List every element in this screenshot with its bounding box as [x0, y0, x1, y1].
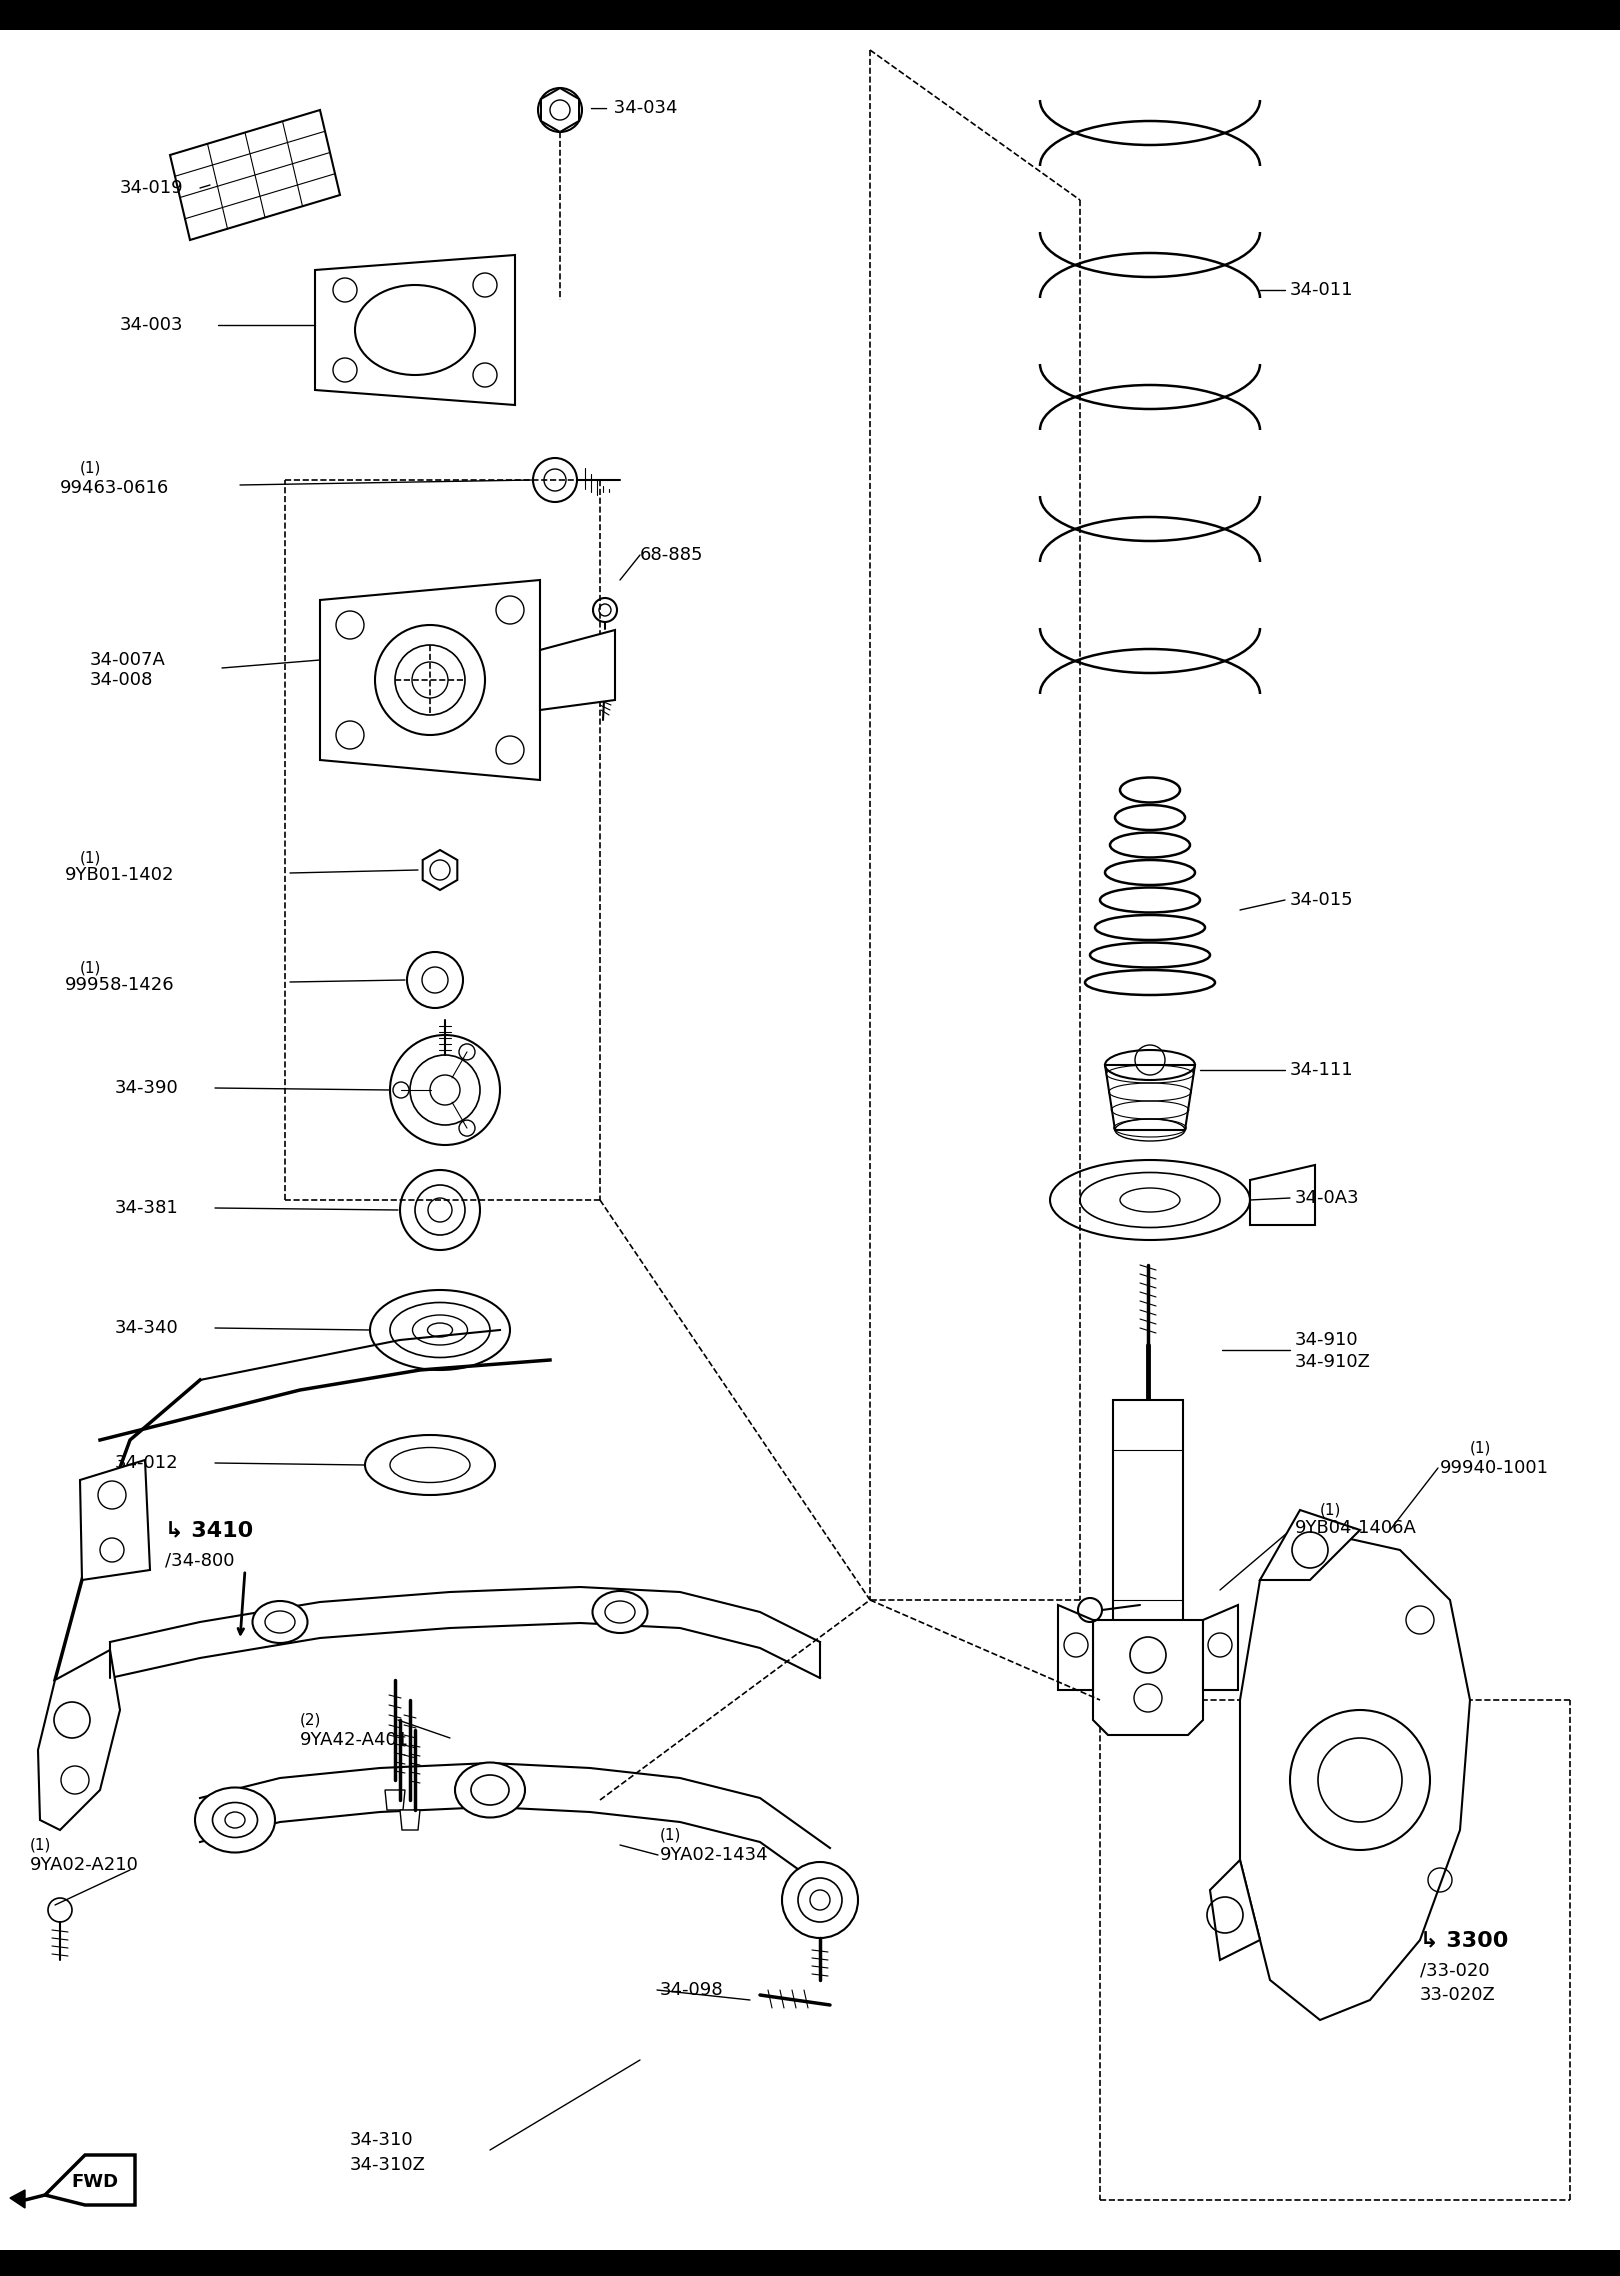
Text: 34-008: 34-008	[91, 671, 154, 690]
Polygon shape	[423, 849, 457, 890]
Polygon shape	[321, 580, 539, 781]
Text: 9YB04-1406A: 9YB04-1406A	[1294, 1518, 1418, 1536]
Text: 34-098: 34-098	[659, 1980, 724, 1998]
Bar	[0, 0, 1620, 30]
Polygon shape	[1260, 1509, 1361, 1580]
Text: — 34-034: — 34-034	[590, 98, 677, 116]
Text: 99463-0616: 99463-0616	[60, 478, 168, 496]
Polygon shape	[1210, 1859, 1260, 1960]
Polygon shape	[314, 255, 515, 405]
Polygon shape	[1094, 1621, 1204, 1734]
Text: (1): (1)	[79, 460, 102, 476]
Text: 68-885: 68-885	[640, 546, 703, 564]
Polygon shape	[1105, 1065, 1196, 1129]
Polygon shape	[539, 630, 616, 710]
Text: 99940-1001: 99940-1001	[1440, 1459, 1549, 1477]
Text: /34-800: /34-800	[165, 1550, 235, 1568]
Ellipse shape	[253, 1600, 308, 1643]
Text: 9YA02-1434: 9YA02-1434	[659, 1846, 768, 1864]
Text: ↳ 3410: ↳ 3410	[165, 1520, 253, 1541]
Polygon shape	[1251, 1165, 1315, 1224]
Text: 9YB01-1402: 9YB01-1402	[65, 865, 175, 883]
Text: 34-0A3: 34-0A3	[1294, 1188, 1359, 1206]
Text: (1): (1)	[79, 960, 102, 976]
Text: 99958-1426: 99958-1426	[65, 976, 175, 995]
Text: (1): (1)	[31, 1837, 52, 1853]
Polygon shape	[1239, 1529, 1469, 2021]
Text: 34-910Z: 34-910Z	[1294, 1352, 1371, 1370]
Polygon shape	[10, 2190, 24, 2208]
Text: 34-310Z: 34-310Z	[350, 2155, 426, 2174]
Text: 34-111: 34-111	[1290, 1061, 1354, 1079]
Text: (1): (1)	[1469, 1441, 1492, 1454]
Text: (1): (1)	[659, 1828, 682, 1844]
Text: 34-340: 34-340	[115, 1320, 178, 1336]
Text: (1): (1)	[79, 851, 102, 865]
Text: FWD: FWD	[71, 2174, 118, 2192]
Polygon shape	[1058, 1605, 1094, 1691]
Circle shape	[782, 1862, 859, 1937]
Polygon shape	[1204, 1605, 1238, 1691]
Text: 34-390: 34-390	[115, 1079, 178, 1097]
Text: 34-011: 34-011	[1290, 280, 1353, 298]
Bar	[0, 2251, 1620, 2276]
Ellipse shape	[194, 1787, 275, 1853]
Polygon shape	[386, 1789, 405, 1809]
Text: 34-007A: 34-007A	[91, 651, 165, 669]
Bar	[1113, 1400, 1183, 1630]
Text: 34-003: 34-003	[120, 316, 183, 335]
Text: 34-015: 34-015	[1290, 890, 1354, 908]
Text: 34-012: 34-012	[115, 1454, 178, 1473]
Polygon shape	[79, 1459, 151, 1580]
Text: (2): (2)	[300, 1712, 321, 1727]
Polygon shape	[400, 1809, 420, 1830]
Text: 33-020Z: 33-020Z	[1421, 1987, 1495, 2003]
Polygon shape	[45, 2155, 134, 2205]
Ellipse shape	[593, 1591, 648, 1632]
Text: 34-910: 34-910	[1294, 1331, 1359, 1350]
Polygon shape	[37, 1650, 120, 1830]
Text: 34-019: 34-019	[120, 180, 183, 198]
Text: 34-381: 34-381	[115, 1199, 178, 1218]
Text: (1): (1)	[1320, 1502, 1341, 1518]
Polygon shape	[541, 89, 578, 132]
Text: /33-020: /33-020	[1421, 1962, 1490, 1980]
Text: 9YA42-A401: 9YA42-A401	[300, 1732, 410, 1748]
Text: 9YA02-A210: 9YA02-A210	[31, 1855, 139, 1873]
Ellipse shape	[455, 1762, 525, 1819]
Polygon shape	[170, 109, 340, 239]
Text: ↳ 3300: ↳ 3300	[1421, 1930, 1508, 1951]
Text: 34-310: 34-310	[350, 2130, 413, 2149]
